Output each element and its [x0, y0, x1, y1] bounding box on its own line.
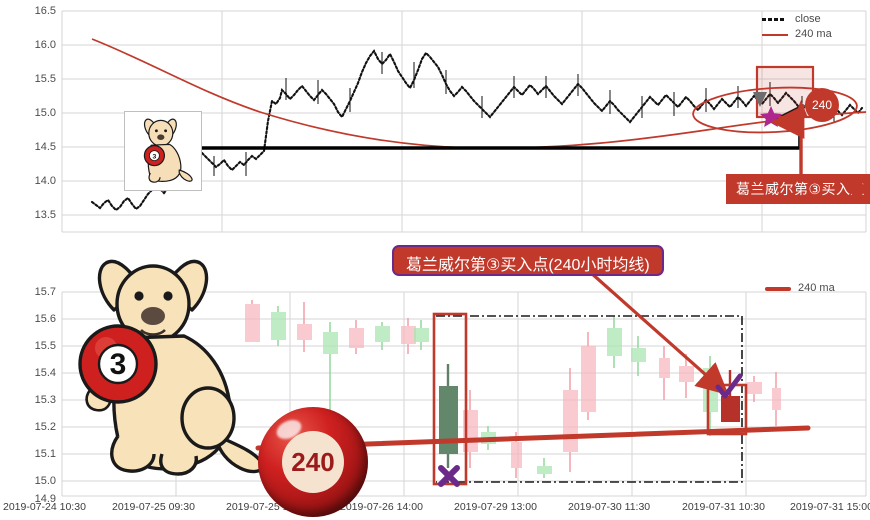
top-banner-arrow-head [852, 174, 868, 204]
bottom-xtick-7: 2019-07-31 15:00 [790, 501, 870, 513]
candle [401, 318, 416, 354]
candle [349, 320, 364, 354]
svg-text:3: 3 [153, 153, 157, 160]
candle [747, 376, 762, 402]
bottom-candlestick-chart: 15.7 15.6 15.5 15.4 15.3 15.2 15.1 15.0 … [0, 245, 870, 520]
top-ytick-6: 13.5 [34, 209, 56, 221]
bottom-xtick-5: 2019-07-30 11:30 [568, 501, 651, 513]
thick-line-icon [765, 286, 791, 291]
bottom-chart-legend: 240 ma [765, 283, 835, 294]
bottom-xtick-2: 2019-07-25 15:00 [226, 501, 309, 513]
top-close-series [90, 49, 864, 212]
bottom-cross-marker [438, 465, 460, 487]
bottom-xtick-0: 2019-07-24 10:30 [3, 501, 86, 513]
bottom-ytick-2: 15.5 [34, 340, 56, 352]
bottom-dog-illustration: 3 [62, 258, 267, 488]
bottom-signal-box-left [432, 312, 468, 486]
top-reference-hline [196, 103, 804, 150]
candle [563, 368, 578, 472]
top-buy-point-banner: 葛兰威尔第③买入点 [726, 174, 870, 204]
top-ytick-4: 14.5 [34, 141, 56, 153]
bottom-chart-title-label: 葛兰威尔第③买入点(240小时均线) [406, 257, 650, 274]
candle [703, 356, 718, 436]
legend-label-240ma-bottom: 240 ma [798, 282, 835, 294]
top-inset-dog-illustration: 3 [128, 114, 196, 186]
legend-item-close: close [762, 14, 832, 25]
bottom-xtick-4: 2019-07-29 13:00 [454, 501, 537, 513]
top-buy-point-banner-label: 葛兰威尔第③买入点 [736, 180, 866, 197]
legend-item-240ma: 240 ma [762, 29, 832, 40]
top-price-chart: 16.5 16.0 15.5 15.0 14.5 14.0 13.5 close… [0, 0, 870, 240]
top-ytick-1: 16.0 [34, 39, 56, 51]
candle [581, 332, 596, 420]
bottom-240-ball-pip: 240 [282, 431, 344, 493]
candle [659, 346, 670, 400]
bottom-xtick-6: 2019-07-31 10:30 [682, 501, 765, 513]
bottom-xtick-3: 2019-07-26 14:00 [340, 501, 423, 513]
dotted-line-icon [762, 17, 788, 22]
bottom-ytick-7: 15.0 [34, 475, 56, 487]
svg-text:3: 3 [110, 348, 127, 381]
candle [537, 458, 552, 478]
top-down-triangle-marker [753, 92, 767, 107]
legend-label-240ma: 240 ma [795, 28, 832, 40]
candle [607, 316, 622, 368]
candle-highlight-green [439, 364, 458, 468]
bottom-240-ball-label: 240 [291, 446, 335, 477]
candle [271, 306, 286, 346]
top-ytick-3: 15.0 [34, 107, 56, 119]
top-ytick-0: 16.5 [34, 5, 56, 17]
top-ytick-5: 14.0 [34, 175, 56, 187]
bottom-ytick-4: 15.3 [34, 394, 56, 406]
bottom-range-dashdot-box [436, 315, 743, 483]
candle [297, 302, 312, 352]
top-240-badge: 240 [805, 88, 839, 122]
bottom-ytick-6: 15.1 [34, 448, 56, 460]
legend-item-240ma-bottom: 240 ma [765, 283, 835, 294]
bottom-xtick-1: 2019-07-25 09:30 [112, 501, 195, 513]
candle [414, 320, 429, 350]
top-chart-legend: close 240 ma [762, 14, 832, 40]
candle [772, 372, 781, 426]
bottom-chart-title-box: 葛兰威尔第③买入点(240小时均线) [392, 245, 664, 276]
bottom-ytick-3: 15.4 [34, 367, 56, 379]
solid-line-icon [762, 33, 788, 36]
bottom-check-marker [715, 373, 743, 399]
bottom-ytick-5: 15.2 [34, 421, 56, 433]
legend-label-close: close [795, 13, 821, 25]
bottom-ytick-0: 15.7 [34, 286, 56, 298]
candle [245, 300, 260, 342]
candle-highlight-red [721, 370, 740, 422]
bottom-title-arrow [588, 270, 729, 396]
candle [679, 354, 694, 398]
top-ytick-2: 15.5 [34, 73, 56, 85]
candle [323, 322, 338, 415]
candle [631, 336, 646, 376]
bottom-ytick-8: 14.9 [34, 493, 56, 505]
candle [375, 322, 390, 350]
bottom-240-ball: 240 [258, 407, 368, 517]
top-240-badge-label: 240 [811, 98, 833, 112]
bottom-ytick-1: 15.6 [34, 313, 56, 325]
